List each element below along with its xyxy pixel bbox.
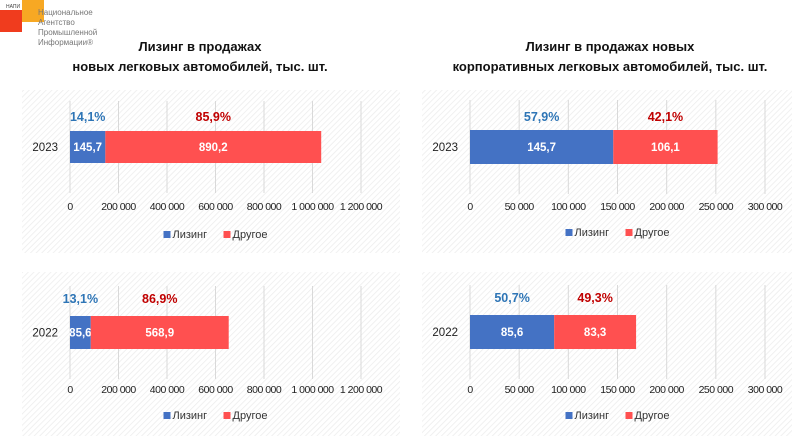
x-tick-label: 800 000 — [247, 201, 282, 213]
title-line: новых легковых автомобилей, тыс. шт. — [72, 59, 328, 74]
logo-line: Информации® — [38, 38, 94, 47]
bar-value-label: 145,7 — [73, 142, 102, 154]
bar-leasing — [70, 316, 91, 349]
logo-abbr: НАПИ — [6, 4, 21, 10]
chart-panel-background — [22, 90, 400, 253]
x-tick-label: 1 000 000 — [291, 384, 334, 396]
bar-value-label: 85,6 — [501, 327, 523, 339]
legend-label-other: Другое — [233, 229, 268, 241]
legend-label-other: Другое — [635, 227, 670, 239]
x-tick-label: 1 200 000 — [340, 384, 383, 396]
x-tick-label: 200 000 — [649, 384, 684, 396]
bar-value-label: 890,2 — [199, 142, 228, 154]
logo-line: Промышленной — [38, 28, 98, 37]
logo-orange-square — [22, 0, 44, 22]
logo-line: Национальное — [38, 8, 93, 17]
bar-other — [554, 315, 637, 349]
right-chart-title: Лизинг в продажах новых корпоративных ле… — [430, 37, 790, 77]
x-tick-label: 100 000 — [551, 201, 586, 213]
bar-leasing — [470, 130, 614, 164]
bar-leasing — [70, 131, 106, 163]
legend-swatch-leasing — [565, 412, 573, 419]
x-tick-label: 600 000 — [198, 384, 233, 396]
x-tick-label: 250 000 — [699, 201, 734, 213]
legend-label-leasing: Лизинг — [575, 410, 610, 422]
chart-panel-background — [422, 272, 792, 436]
x-tick-label: 200 000 — [101, 384, 136, 396]
category-label: 2023 — [32, 142, 58, 154]
logo-line: Агентство — [38, 18, 75, 27]
logo-red-square — [0, 10, 22, 32]
legend-swatch-other — [625, 229, 633, 236]
x-tick-label: 300 000 — [748, 201, 783, 213]
x-tick-label: 400 000 — [150, 201, 185, 213]
percent-label: 49,3% — [577, 291, 612, 305]
title-line: Лизинг в продажах новых — [525, 39, 695, 54]
legend-swatch-other — [625, 412, 633, 419]
percent-label: 13,1% — [63, 292, 98, 306]
x-tick-label: 200 000 — [649, 201, 684, 213]
category-label: 2022 — [32, 328, 58, 340]
legend-label-leasing: Лизинг — [173, 410, 208, 422]
x-tick-label: 50 000 — [505, 384, 535, 396]
percent-label: 50,7% — [494, 291, 529, 305]
x-tick-label: 0 — [467, 384, 473, 396]
x-tick-label: 50 000 — [505, 201, 535, 213]
bar-value-label: 568,9 — [145, 328, 174, 340]
legend-swatch-other — [223, 231, 231, 238]
bar-leasing — [470, 315, 555, 349]
x-tick-label: 150 000 — [600, 201, 635, 213]
percent-label: 14,1% — [70, 110, 105, 124]
chart-panel-background — [422, 90, 792, 253]
x-tick-label: 150 000 — [600, 384, 635, 396]
legend-swatch-leasing — [163, 231, 171, 238]
chart-panel-background — [22, 272, 400, 436]
x-tick-label: 0 — [67, 201, 73, 213]
category-label: 2022 — [432, 327, 458, 339]
legend-label-other: Другое — [233, 410, 268, 422]
x-tick-label: 1 000 000 — [291, 201, 334, 213]
left-chart-title: Лизинг в продажах новых легковых автомоб… — [60, 37, 340, 77]
legend-label-other: Другое — [635, 410, 670, 422]
category-label: 2023 — [432, 142, 458, 154]
percent-label: 42,1% — [648, 110, 683, 124]
x-tick-label: 800 000 — [247, 384, 282, 396]
x-tick-label: 100 000 — [551, 384, 586, 396]
percent-label: 57,9% — [524, 110, 559, 124]
title-line: корпоративных легковых автомобилей, тыс.… — [452, 59, 768, 74]
percent-label: 85,9% — [196, 110, 231, 124]
title-line: Лизинг в продажах — [138, 39, 262, 54]
bar-value-label: 83,3 — [584, 327, 606, 339]
legend-label-leasing: Лизинг — [173, 229, 208, 241]
x-tick-label: 0 — [467, 201, 473, 213]
x-tick-label: 1 200 000 — [340, 201, 383, 213]
x-tick-label: 200 000 — [101, 201, 136, 213]
legend-swatch-leasing — [565, 229, 573, 236]
legend-swatch-other — [223, 412, 231, 419]
legend-label-leasing: Лизинг — [575, 227, 610, 239]
x-tick-label: 400 000 — [150, 384, 185, 396]
bar-value-label: 106,1 — [651, 142, 680, 154]
x-tick-label: 600 000 — [198, 201, 233, 213]
legend-swatch-leasing — [163, 412, 171, 419]
bar-other — [105, 131, 322, 163]
bar-other — [613, 130, 718, 164]
logo-text: Национальное Агентство Промышленной Инфо… — [38, 8, 118, 48]
x-tick-label: 300 000 — [748, 384, 783, 396]
bar-value-label: 145,7 — [527, 142, 556, 154]
x-tick-label: 0 — [67, 384, 73, 396]
percent-label: 86,9% — [142, 292, 177, 306]
x-tick-label: 250 000 — [699, 384, 734, 396]
bar-other — [90, 316, 229, 349]
bar-value-label: 85,6 — [69, 328, 91, 340]
